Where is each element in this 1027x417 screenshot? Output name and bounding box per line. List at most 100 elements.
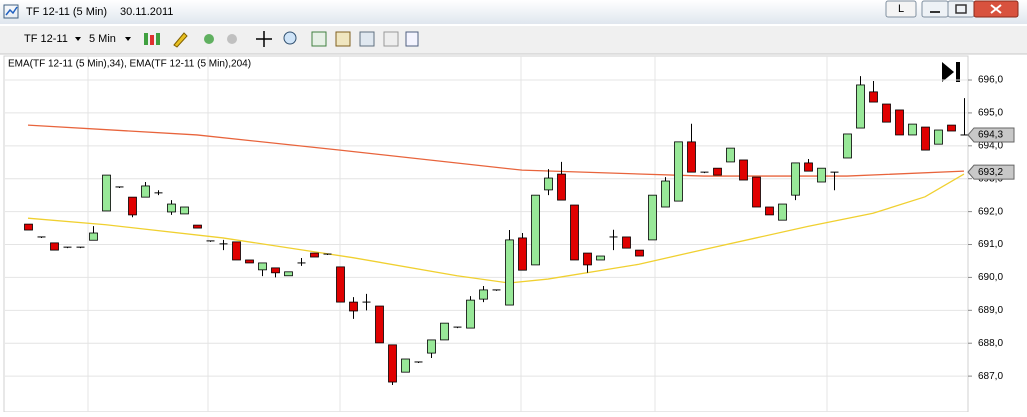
candle-body xyxy=(167,203,176,213)
candle-body xyxy=(349,301,358,312)
candle-body xyxy=(674,141,683,202)
candle-body xyxy=(778,203,787,221)
ema-line xyxy=(27,124,965,177)
minimize-button[interactable] xyxy=(921,0,949,18)
candle-body xyxy=(687,141,696,173)
candle-body xyxy=(635,249,644,257)
window-date: 30.11.2011 xyxy=(120,6,173,18)
y-tick-label: 689,0 xyxy=(978,305,1003,316)
tool-icon[interactable] xyxy=(311,31,327,47)
candle-body xyxy=(583,252,592,266)
candle-body xyxy=(661,180,670,208)
candle-body xyxy=(856,84,865,129)
y-tick-label: 695,0 xyxy=(978,108,1003,119)
title-bar xyxy=(0,0,1027,24)
dropdown-arrow xyxy=(125,37,131,41)
time-grid xyxy=(87,56,828,412)
tool-icon[interactable] xyxy=(335,31,351,47)
candle-body xyxy=(128,196,137,216)
candle-body xyxy=(284,271,293,277)
crosshair-icon[interactable] xyxy=(256,31,272,47)
candle-body xyxy=(908,123,917,136)
scroll-end-bar xyxy=(956,62,960,82)
candle-body xyxy=(479,289,488,300)
candle-body xyxy=(505,239,514,306)
candle-body xyxy=(648,194,657,241)
tool-icon[interactable] xyxy=(359,31,375,47)
candle-body xyxy=(89,232,98,241)
app-icon-line xyxy=(5,6,18,16)
indicator-legend: EMA(TF 12-11 (5 Min),34), EMA(TF 12-11 (… xyxy=(8,59,251,70)
y-tick-label: 691,0 xyxy=(978,239,1003,250)
y-tick-label: 692,0 xyxy=(978,206,1003,217)
instrument-selector[interactable]: TF 12-11 xyxy=(24,33,68,45)
toolbar xyxy=(0,26,1027,54)
y-tick-label: 696,0 xyxy=(978,75,1003,86)
candle-body xyxy=(180,206,189,215)
candle-body xyxy=(596,255,605,261)
candle-body xyxy=(271,267,280,274)
ema-line xyxy=(27,173,965,284)
tool-icon[interactable] xyxy=(405,31,419,47)
y-tick-label: 694,0 xyxy=(978,140,1003,151)
candle-body xyxy=(947,124,956,132)
candle-body xyxy=(869,91,878,103)
candle-body xyxy=(817,167,826,183)
candle-body xyxy=(895,109,904,136)
toolbar-icons xyxy=(144,31,419,48)
candle-body xyxy=(843,133,852,159)
candle-body xyxy=(258,262,267,271)
dropdown-arrow xyxy=(75,37,81,41)
candle-body xyxy=(24,223,33,231)
candle-body xyxy=(791,162,800,196)
candle-body xyxy=(141,185,150,198)
price-marker-label: 694,3 xyxy=(978,130,1003,141)
candle-body xyxy=(245,259,254,264)
candle-icon[interactable] xyxy=(144,33,148,45)
marker-icon-disabled[interactable] xyxy=(227,34,237,44)
candle-body xyxy=(713,167,722,176)
plot-area xyxy=(3,55,969,413)
pencil-icon[interactable] xyxy=(173,32,188,48)
candle-body xyxy=(752,176,761,208)
candle-body xyxy=(518,237,527,271)
scroll-end-icon[interactable] xyxy=(942,62,954,82)
interval-selector[interactable]: 5 Min xyxy=(89,33,116,45)
candle-body xyxy=(50,242,59,251)
l-button[interactable] xyxy=(885,0,917,18)
y-tick-label: 690,0 xyxy=(978,272,1003,283)
candle-body xyxy=(440,322,449,341)
candle-body xyxy=(557,173,566,201)
candle-body xyxy=(804,162,813,172)
candle-icon[interactable] xyxy=(150,35,154,45)
candle-body xyxy=(934,129,943,145)
candle-body xyxy=(193,224,202,229)
candle-body xyxy=(310,252,319,258)
candle-body xyxy=(882,103,891,123)
candle-body xyxy=(622,236,631,249)
candle-body xyxy=(375,305,384,344)
candle-body xyxy=(765,206,774,216)
y-tick-label: 688,0 xyxy=(978,338,1003,349)
candle-body xyxy=(102,174,111,212)
price-marker xyxy=(967,127,1015,143)
app-icon xyxy=(3,4,19,19)
tool-icon[interactable] xyxy=(383,31,399,47)
marker-icon[interactable] xyxy=(204,34,214,44)
candle-body xyxy=(739,159,748,181)
price-marker-label: 693,2 xyxy=(978,167,1003,178)
candle-icon[interactable] xyxy=(156,33,160,45)
close-icon xyxy=(990,4,1002,14)
candle-body xyxy=(531,194,540,266)
price-marker xyxy=(967,164,1015,180)
y-tick-label: 687,0 xyxy=(978,371,1003,382)
candle-body xyxy=(726,147,735,163)
candle-body xyxy=(466,299,475,329)
maximize-button[interactable] xyxy=(947,0,975,18)
zoom-icon[interactable] xyxy=(283,31,297,45)
window-title: TF 12-11 (5 Min) xyxy=(26,6,107,18)
candle-body xyxy=(401,358,410,373)
maximize-icon xyxy=(955,4,967,14)
l-button-label: L xyxy=(898,3,904,15)
